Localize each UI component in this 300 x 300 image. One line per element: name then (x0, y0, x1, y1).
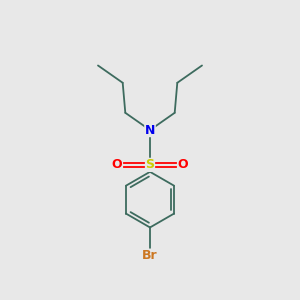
Text: O: O (178, 158, 188, 171)
Text: S: S (146, 158, 154, 171)
Text: Br: Br (142, 249, 158, 262)
Text: O: O (112, 158, 122, 171)
Text: N: N (145, 124, 155, 136)
